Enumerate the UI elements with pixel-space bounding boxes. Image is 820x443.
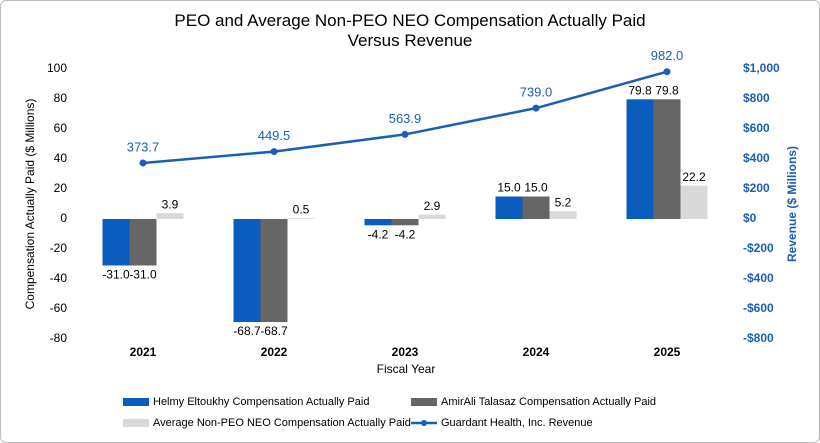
bar: [364, 219, 392, 226]
x-tick-label: 2023: [392, 345, 419, 359]
y2-tick-label: $400: [743, 151, 770, 165]
y-tick-label: 20: [54, 181, 68, 195]
y-tick-label: 100: [47, 61, 67, 75]
data-label: 5.2: [555, 195, 572, 209]
x-tick-label: 2024: [523, 345, 550, 359]
bar: [418, 214, 446, 219]
line-point: [139, 159, 147, 167]
legend-swatch: [421, 420, 427, 426]
y2-tick-label: $600: [743, 121, 770, 135]
data-label: 449.5: [258, 128, 291, 143]
data-label: -4.2: [395, 227, 416, 241]
x-tick-label: 2025: [654, 345, 681, 359]
y-axis-title: Compensation Actually Paid ($ Millions): [23, 99, 37, 310]
data-label: 79.8: [628, 83, 652, 97]
y2-tick-label: $200: [743, 181, 770, 195]
bar: [522, 196, 550, 219]
bar: [653, 99, 681, 219]
legend-label: Guardant Health, Inc. Revenue: [441, 417, 593, 429]
data-label: -68.7: [260, 324, 288, 338]
data-label: 0.5: [293, 202, 310, 216]
legend-swatch: [123, 398, 149, 406]
legend-label: Helmy Eltoukhy Compensation Actually Pai…: [153, 396, 369, 408]
bar: [626, 99, 654, 219]
data-label: 563.9: [389, 111, 422, 126]
y2-axis-title: Revenue ($ Millions): [785, 146, 799, 262]
line-point: [663, 68, 671, 76]
y-tick-label: 60: [54, 121, 68, 135]
y2-tick-label: $1,000: [743, 61, 780, 75]
bar: [495, 196, 523, 219]
data-label: 15.0: [524, 181, 548, 195]
bar: [391, 219, 419, 226]
x-axis-title: Fiscal Year: [377, 362, 436, 376]
y2-tick-label: $0: [743, 211, 757, 225]
bar: [680, 185, 708, 219]
data-label: 3.9: [162, 197, 179, 211]
line-point: [270, 148, 278, 156]
y-tick-label: 80: [54, 91, 68, 105]
data-label: 15.0: [497, 181, 521, 195]
x-tick-label: 2022: [261, 345, 288, 359]
y-tick-label: -80: [50, 331, 68, 345]
data-label: 982.0: [651, 48, 684, 63]
y-tick-label: -60: [50, 301, 68, 315]
x-tick-label: 2021: [130, 345, 157, 359]
data-label: 739.0: [520, 85, 553, 100]
bar: [549, 211, 577, 219]
legend-swatch: [411, 398, 437, 406]
chart-title: PEO and Average Non-PEO NEO Compensation…: [174, 11, 646, 50]
data-label: -68.7: [233, 324, 261, 338]
data-label: 22.2: [682, 170, 706, 184]
y2-tick-label: -$200: [743, 241, 774, 255]
data-label: -31.0: [129, 268, 157, 282]
y-tick-label: 0: [60, 211, 67, 225]
data-label: 2.9: [424, 199, 441, 213]
legend-swatch: [123, 419, 149, 427]
line-point: [532, 104, 540, 112]
data-label: 373.7: [127, 139, 160, 154]
bar: [102, 219, 130, 266]
y-tick-label: 40: [54, 151, 68, 165]
y2-tick-label: -$400: [743, 271, 774, 285]
y-tick-label: -20: [50, 241, 68, 255]
data-label: 79.8: [655, 83, 679, 97]
bar: [129, 219, 157, 266]
data-label: -31.0: [102, 268, 130, 282]
y2-tick-label: -$600: [743, 301, 774, 315]
y-tick-label: -40: [50, 271, 68, 285]
bar: [233, 219, 261, 323]
line-point: [401, 130, 409, 138]
legend-label: AmirAli Talasaz Compensation Actually Pa…: [441, 396, 656, 408]
bar: [287, 218, 315, 219]
y2-tick-label: $800: [743, 91, 770, 105]
data-label: -4.2: [368, 227, 389, 241]
bar: [260, 219, 288, 323]
bar: [156, 213, 184, 219]
y2-tick-label: -$800: [743, 331, 774, 345]
legend-label: Average Non-PEO NEO Compensation Actuall…: [153, 417, 411, 429]
